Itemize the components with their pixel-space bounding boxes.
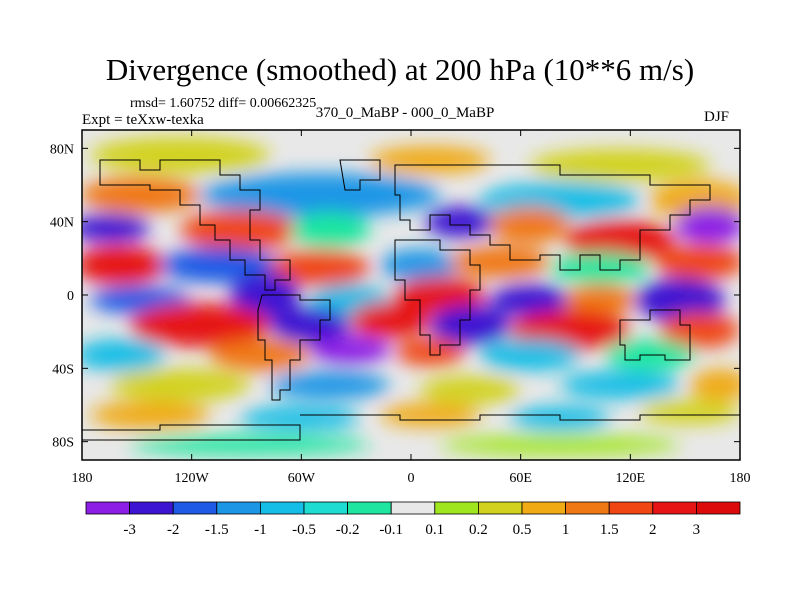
experiment-name: 370_0_MaBP - 000_0_MaBP	[315, 105, 495, 121]
colorbar: -3 -2 -1.5 -1 -0.5 -0.2 -0.1 0.1 0.2 0.5 1 1.5 2 3	[85, 501, 741, 538]
experiment-label: Expt = teXxw-texka	[82, 112, 204, 128]
colorbar-label: 0.5	[513, 522, 532, 538]
colorbar-swatch	[216, 501, 261, 515]
x-tick-label: 180	[72, 471, 93, 486]
colorbar-label: 0.2	[469, 522, 488, 538]
field-layer	[82, 130, 740, 460]
y-tick-label: 40S	[52, 362, 74, 377]
colorbar-label: -0.5	[292, 522, 316, 538]
x-tick-label: 60E	[509, 471, 532, 486]
colorbar-swatch	[608, 501, 654, 515]
colorbar-swatch	[259, 501, 305, 515]
colorbar-swatch	[565, 501, 610, 515]
colorbar-label: -1.5	[205, 522, 229, 538]
colorbar-label: -0.2	[336, 522, 360, 538]
colorbar-swatch	[434, 501, 479, 515]
colorbar-label: 1.5	[600, 522, 619, 538]
x-tick-label: 0	[408, 471, 415, 486]
colorbar-swatch	[85, 501, 130, 515]
coastlines	[82, 159, 740, 441]
colorbar-label: -1	[254, 522, 267, 538]
stats-line: rmsd= 1.60752 diff= 0.00662325	[130, 96, 317, 111]
colorbar-swatch	[477, 501, 523, 515]
y-tick-label: 40N	[50, 216, 74, 231]
colorbar-label: 2	[649, 522, 657, 538]
colorbar-swatch	[696, 501, 741, 515]
colorbar-label: 3	[693, 522, 701, 538]
x-tick-label: 180	[730, 471, 751, 486]
colorbar-label: -2	[167, 522, 180, 538]
y-tick-label: 80S	[52, 436, 74, 451]
y-tick-label: 0	[67, 289, 74, 304]
colorbar-swatch	[172, 501, 218, 515]
colorbar-label: 1	[562, 522, 570, 538]
y-tick-label: 80N	[50, 142, 74, 157]
season-label: DJF	[704, 109, 730, 125]
colorbar-label: -0.1	[379, 522, 403, 538]
colorbar-swatch	[521, 501, 566, 515]
colorbar-label: -3	[123, 522, 136, 538]
colorbar-swatch	[652, 501, 697, 515]
x-tick-label: 60W	[288, 471, 316, 486]
colorbar-swatch	[390, 501, 436, 515]
colorbar-swatch	[129, 501, 174, 515]
axis-ticks: 180 120W 60W 0 60E 120E 180 80N 40N 0 40S 80S	[50, 130, 751, 486]
x-tick-label: 120E	[616, 471, 646, 486]
map-title: Divergence (smoothed) at 200 hPa (10**6 …	[105, 52, 695, 87]
x-tick-label: 120W	[175, 471, 210, 486]
colorbar-label: 0.1	[425, 522, 444, 538]
colorbar-swatch	[303, 501, 348, 515]
colorbar-swatch	[347, 501, 392, 515]
